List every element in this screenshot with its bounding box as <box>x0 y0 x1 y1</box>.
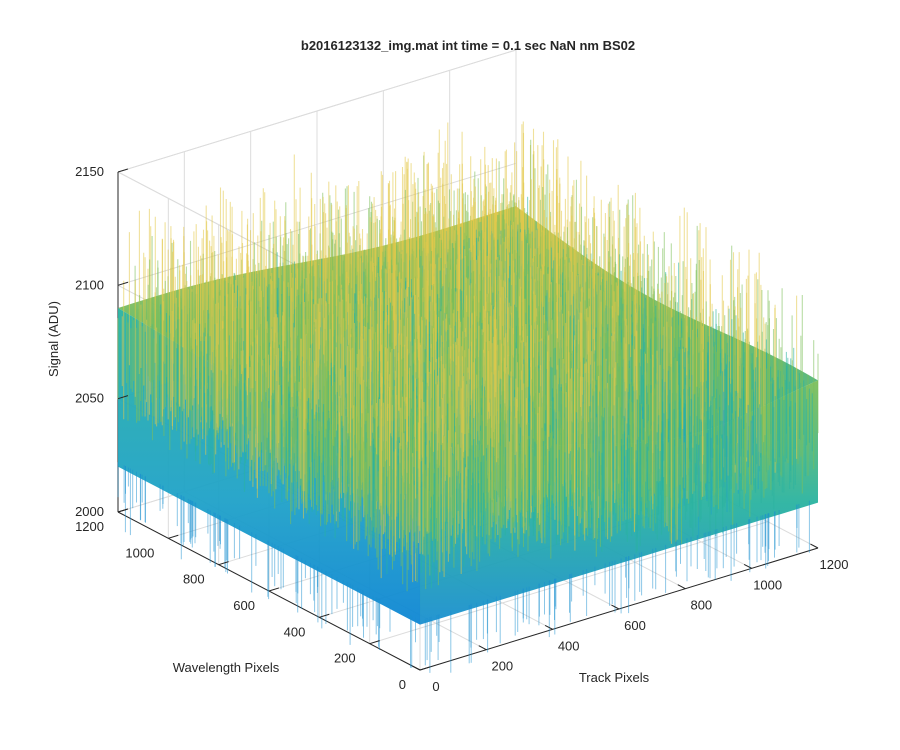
surface-plot <box>117 121 819 673</box>
box-edge <box>117 49 517 173</box>
surface-noise <box>117 121 819 673</box>
